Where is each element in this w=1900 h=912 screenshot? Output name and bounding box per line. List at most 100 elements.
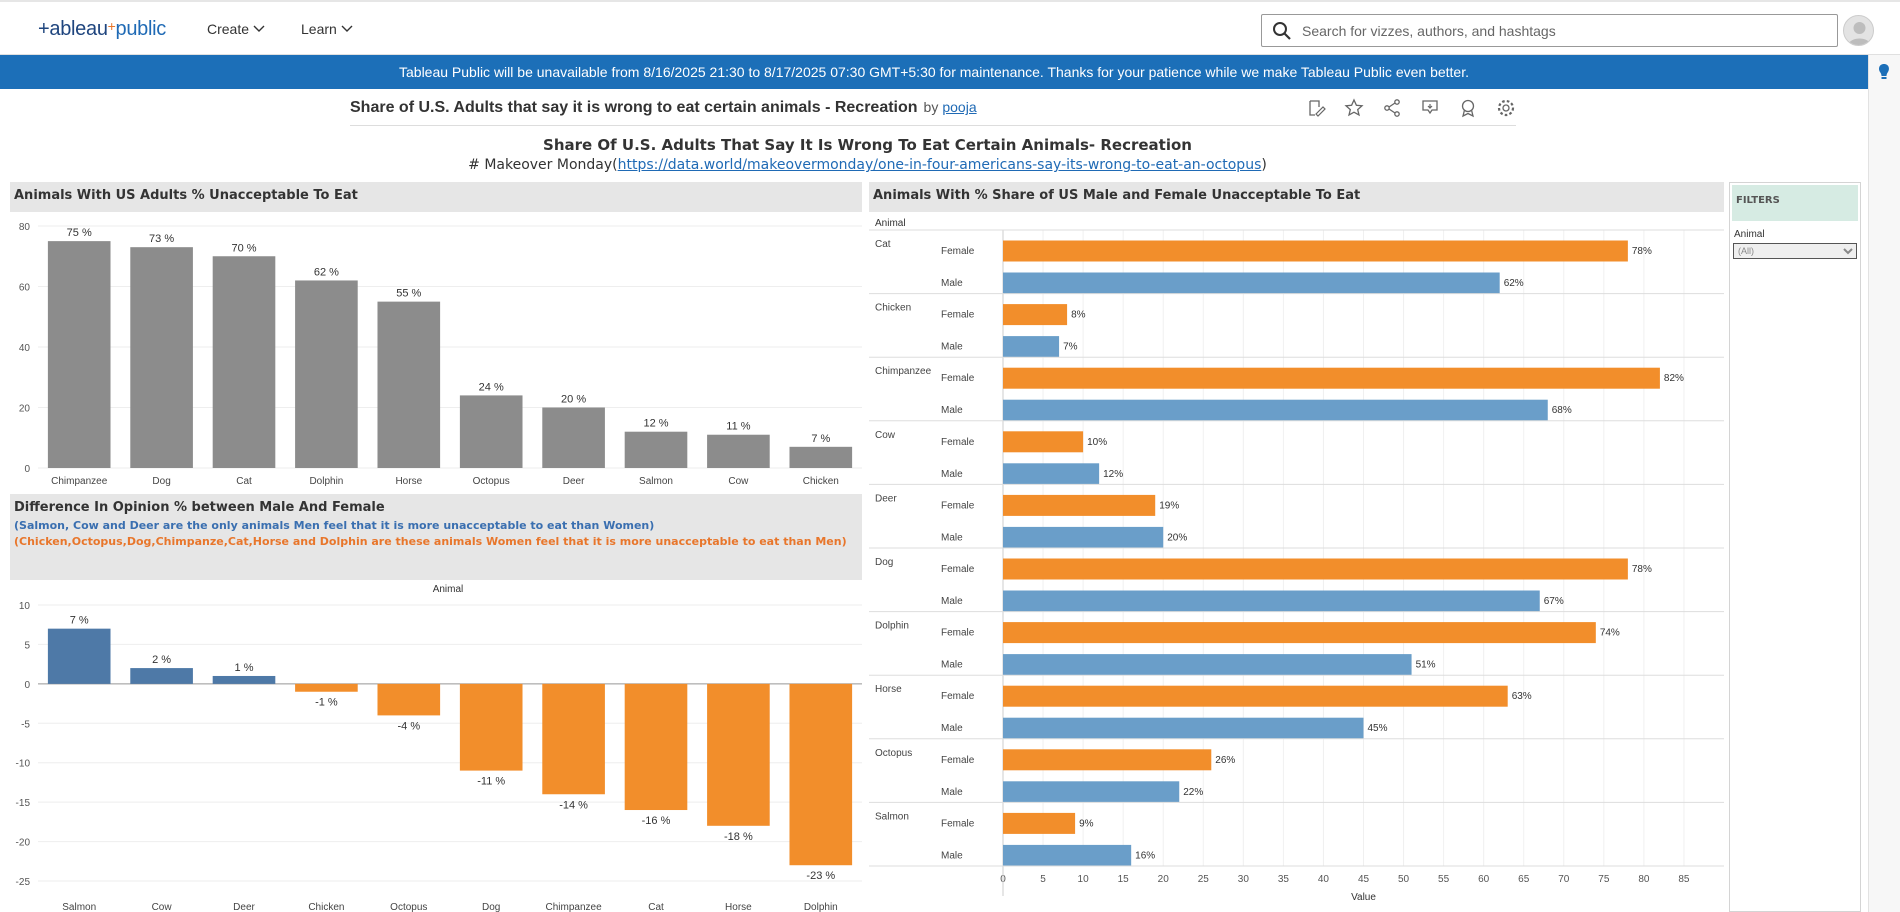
animal-label: Dolphin	[875, 621, 909, 632]
gender-label: Male	[941, 723, 963, 734]
animal-label: Dog	[875, 557, 893, 568]
data-label: 63%	[1512, 691, 1532, 702]
gender-label: Female	[941, 500, 975, 511]
x-tick-label: Chimpanzee	[51, 476, 108, 487]
gender-label: Male	[941, 596, 963, 607]
x-tick-label: 75	[1598, 874, 1610, 885]
data-label: -11 %	[477, 776, 505, 788]
x-tick-label: Salmon	[639, 476, 673, 487]
y-tick-label: 0	[24, 680, 30, 691]
gender-label: Male	[941, 405, 963, 416]
data-label: 55 %	[396, 288, 421, 300]
gender-label: Female	[941, 691, 975, 702]
x-tick-label: 60	[1478, 874, 1490, 885]
row-header: Animal	[875, 218, 906, 229]
by-label: by	[923, 99, 939, 115]
chart-difference-male-female: Animal 10 5 0 -5 -10 -15 -20 -25 7 % Salmon 2 % Cow 1…	[16, 584, 862, 912]
tableau-public-logo[interactable]: +ableau+public	[38, 18, 166, 41]
data-label: 74%	[1600, 628, 1620, 639]
bar	[789, 446, 853, 468]
data-label: 22%	[1183, 787, 1203, 798]
bar	[1003, 812, 1076, 834]
bar	[1003, 272, 1500, 294]
x-tick-label: Horse	[395, 476, 422, 487]
gender-label: Male	[941, 278, 963, 289]
bar	[624, 683, 688, 811]
bar	[295, 683, 358, 692]
filters-panel: FILTERS Animal (All)	[1729, 182, 1861, 912]
nav-learn-menu[interactable]: Learn	[301, 21, 353, 37]
data-label: 20%	[1167, 532, 1187, 543]
x-axis-title: Animal	[433, 584, 464, 595]
data-label: -16 %	[642, 815, 671, 827]
data-label: 7 %	[70, 615, 89, 627]
x-tick-label: Chicken	[803, 476, 839, 487]
data-label: -18 %	[724, 831, 753, 843]
y-tick-label: -10	[16, 759, 31, 770]
x-tick-label: Dog	[152, 476, 170, 487]
star-icon[interactable]	[1344, 98, 1364, 118]
x-tick-label: Dog	[482, 902, 500, 912]
data-label: -1 %	[315, 697, 338, 709]
bar	[47, 241, 111, 468]
edit-icon[interactable]	[1306, 98, 1326, 118]
subtitle-prefix: # Makeover Monday(	[468, 157, 618, 173]
search-box	[1261, 14, 1838, 47]
badge-icon[interactable]	[1458, 98, 1478, 118]
search-icon[interactable]	[1272, 21, 1292, 41]
data-label: 9%	[1079, 818, 1094, 829]
gender-label: Male	[941, 787, 963, 798]
chart3-header: Animals With % Share of US Male and Fema…	[869, 182, 1724, 212]
data-label: 7%	[1063, 342, 1078, 353]
logo-text: +ableau	[38, 18, 108, 40]
data-label: 20 %	[561, 394, 586, 406]
data-label: 78%	[1632, 564, 1652, 575]
animal-label: Cat	[875, 239, 891, 250]
x-tick-label: Cat	[236, 476, 252, 487]
bar	[542, 407, 605, 468]
filter-animal-select[interactable]: (All)	[1733, 243, 1857, 259]
x-tick-label: Horse	[725, 902, 752, 912]
makeover-monday-link[interactable]: https://data.world/makeovermonday/one-in…	[617, 157, 1262, 173]
gender-label: Female	[941, 755, 975, 766]
bar	[130, 247, 193, 468]
y-tick-label: 0	[24, 464, 30, 475]
y-tick-label: -15	[16, 798, 31, 809]
share-icon[interactable]	[1382, 98, 1402, 118]
chart-unacceptable-overall: 0 20 40 60 80 75 % Chimpanzee 73 % Dog 70 % Cat 62 …	[19, 222, 862, 487]
avatar[interactable]	[1843, 15, 1874, 46]
data-label: 8%	[1071, 310, 1086, 321]
x-tick-label: Cow	[152, 902, 173, 912]
bar	[1003, 590, 1540, 612]
x-tick-label: 20	[1158, 874, 1170, 885]
bar	[459, 395, 523, 468]
bar	[459, 683, 523, 771]
comment-icon[interactable]	[1420, 98, 1440, 118]
top-navigation-bar: +ableau+public Create Learn	[0, 0, 1900, 55]
bar	[1003, 526, 1164, 548]
gender-label: Female	[941, 437, 975, 448]
settings-icon[interactable]	[1496, 98, 1516, 118]
nav-create-menu[interactable]: Create	[207, 21, 265, 37]
x-tick-label: 35	[1278, 874, 1290, 885]
bar	[47, 628, 111, 684]
filters-title: FILTERS	[1732, 185, 1858, 221]
gender-label: Female	[941, 818, 975, 829]
gender-label: Female	[941, 310, 975, 321]
user-icon	[1848, 22, 1871, 45]
data-label: 73 %	[149, 233, 174, 245]
bar	[1003, 336, 1060, 358]
chart2-header: Difference In Opinion % between Male And…	[10, 494, 862, 580]
search-input[interactable]	[1300, 21, 1820, 40]
animal-label: Cow	[875, 430, 896, 441]
subtitle-suffix: )	[1261, 157, 1267, 173]
nav-create-label: Create	[207, 21, 250, 37]
x-tick-label: Salmon	[62, 902, 96, 912]
x-tick-label: 15	[1118, 874, 1130, 885]
gender-label: Male	[941, 660, 963, 671]
lightbulb-icon[interactable]	[1877, 63, 1891, 81]
x-tick-label: 85	[1678, 874, 1690, 885]
bar	[1003, 304, 1068, 326]
bar	[1003, 399, 1548, 421]
author-link[interactable]: pooja	[942, 99, 977, 115]
